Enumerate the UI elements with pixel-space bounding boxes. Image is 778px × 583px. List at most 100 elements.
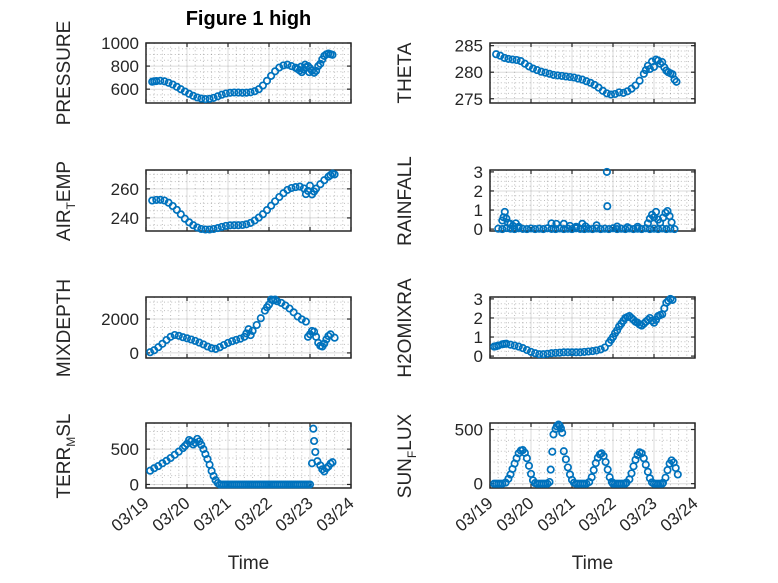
data-point-marker: [578, 75, 587, 84]
data-point-marker: [228, 337, 237, 346]
data-point-marker: [309, 424, 318, 433]
data-point-marker: [613, 225, 622, 234]
data-point-marker: [221, 89, 230, 98]
data-point-marker: [504, 474, 513, 483]
data-point-marker: [174, 331, 183, 340]
subplot-pressure: 600 800 1000: [101, 34, 352, 104]
data-point-marker: [506, 340, 515, 349]
data-point-marker: [191, 336, 200, 345]
data-point-marker: [305, 181, 315, 190]
y-tick-label: 0: [130, 476, 139, 495]
data-markers: [148, 169, 339, 234]
data-point-marker: [219, 340, 228, 350]
data-point-marker: [316, 180, 325, 189]
axes-border: [145, 169, 352, 232]
data-point-marker: [201, 225, 210, 234]
data-point-marker: [649, 224, 659, 233]
x-tick-label: 03/23: [272, 494, 317, 536]
data-point-marker: [663, 466, 672, 475]
x-tick-label: 03/20: [149, 494, 194, 536]
y-axis-label-terr-msl: TERRMSL: [54, 413, 78, 498]
data-point-marker: [602, 167, 611, 176]
data-point-marker: [213, 92, 222, 101]
data-point-marker: [262, 76, 272, 85]
data-point-marker: [552, 219, 561, 228]
data-point-marker: [330, 333, 339, 342]
data-point-marker: [600, 343, 609, 352]
data-point-marker: [547, 224, 556, 233]
data-point-marker: [668, 295, 677, 304]
y-tick-label: 800: [111, 57, 139, 76]
data-point-marker: [563, 463, 572, 472]
data-point-marker: [152, 195, 161, 204]
data-point-marker: [189, 91, 198, 100]
data-point-marker: [559, 225, 568, 234]
data-point-marker: [221, 221, 230, 230]
data-markers: [490, 420, 682, 488]
data-point-marker: [587, 473, 596, 482]
y-axis-label-sun-flux: SUNFLUX: [395, 413, 419, 498]
data-point-marker: [152, 77, 161, 86]
data-point-marker: [207, 344, 216, 353]
data-point-marker: [246, 331, 255, 340]
y-axis-label-rainfall: RAINFALL: [395, 155, 417, 246]
data-point-marker: [178, 444, 187, 453]
axes-border: [489, 42, 696, 104]
data-point-marker: [205, 94, 214, 103]
data-point-marker: [572, 348, 581, 357]
data-point-marker: [651, 207, 661, 216]
data-point-marker: [172, 205, 181, 214]
data-point-marker: [502, 339, 511, 348]
data-point-marker: [271, 197, 280, 206]
axes-border: [489, 296, 696, 359]
data-point-marker: [150, 464, 159, 473]
data-point-marker: [608, 224, 618, 233]
data-point-marker: [602, 89, 611, 98]
data-point-marker: [592, 221, 601, 230]
data-point-marker: [541, 68, 550, 77]
data-point-marker: [596, 345, 605, 354]
data-point-marker: [559, 447, 568, 456]
data-point-marker: [301, 317, 310, 326]
data-point-marker: [256, 314, 265, 323]
data-point-marker: [164, 78, 173, 87]
figure-title: Figure 1 high: [185, 8, 312, 30]
data-point-marker: [205, 225, 214, 234]
data-point-marker: [641, 66, 650, 75]
data-point-marker: [166, 332, 175, 341]
data-point-marker: [615, 88, 624, 97]
data-point-marker: [197, 224, 206, 234]
data-point-marker: [252, 320, 261, 330]
data-point-marker: [647, 316, 657, 325]
data-point-marker: [518, 224, 527, 233]
data-point-marker: [551, 348, 560, 357]
data-point-marker: [203, 342, 212, 351]
data-point-marker: [604, 225, 613, 234]
data-point-marker: [548, 447, 557, 456]
data-point-marker: [589, 466, 598, 475]
data-point-marker: [193, 223, 202, 232]
data-point-marker: [248, 326, 257, 335]
data-point-marker: [209, 224, 218, 234]
data-point-marker: [563, 348, 572, 357]
data-point-marker: [535, 350, 544, 359]
data-point-marker: [641, 460, 650, 469]
data-point-marker: [581, 222, 590, 231]
data-point-marker: [645, 474, 654, 483]
x-tick-label: 03/23: [616, 494, 661, 536]
data-point-marker: [209, 93, 218, 102]
data-point-marker: [518, 344, 527, 353]
x-tick-label: 03/19: [452, 494, 497, 536]
data-point-marker: [592, 346, 601, 355]
data-point-marker: [234, 221, 243, 230]
y-tick-label: 600: [111, 80, 139, 99]
data-markers: [490, 294, 677, 359]
data-point-marker: [215, 343, 224, 352]
data-point-marker: [606, 90, 616, 99]
data-point-marker: [213, 224, 222, 233]
data-point-marker: [547, 219, 556, 228]
